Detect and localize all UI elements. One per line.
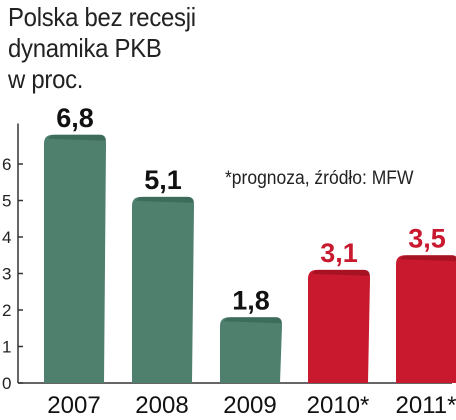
category-label: 2010* (307, 392, 370, 419)
title-line: w proc. (8, 64, 84, 94)
category-label: 2008 (135, 392, 188, 419)
title-line: dynamika PKB (8, 33, 162, 63)
y-tick-label: 3 (2, 265, 11, 284)
bar-top-shade (224, 317, 282, 324)
bar-top-shade (136, 196, 194, 203)
category-label: 2007 (47, 392, 100, 419)
bar-top-shade (400, 255, 456, 262)
bar (220, 317, 282, 383)
y-tick-label: 2 (2, 301, 11, 320)
bar (396, 255, 456, 383)
chart-note: *prognoza, źródło: MFW (225, 168, 414, 189)
y-tick-label: 1 (2, 338, 11, 357)
bar (132, 196, 194, 383)
y-tick-label: 5 (2, 192, 11, 211)
value-label: 1,8 (232, 285, 270, 315)
chart-title: Polska bez recesji dynamika PKB w proc. (8, 2, 284, 95)
bar-top-shade (48, 134, 106, 141)
bar (44, 134, 106, 383)
value-label: 6,8 (56, 103, 94, 133)
value-label: 5,1 (144, 165, 182, 195)
title-line: Polska bez recesji (8, 2, 196, 32)
category-label: 2011* (396, 392, 456, 419)
bar-top-shade (312, 269, 370, 276)
value-label: 3,1 (320, 238, 358, 268)
category-label: 2009 (223, 392, 276, 419)
y-tick-label: 6 (2, 155, 11, 174)
y-tick-label: 0 (2, 374, 11, 393)
value-label: 3,5 (408, 223, 446, 253)
bar (308, 269, 370, 383)
y-tick-label: 4 (2, 228, 11, 247)
